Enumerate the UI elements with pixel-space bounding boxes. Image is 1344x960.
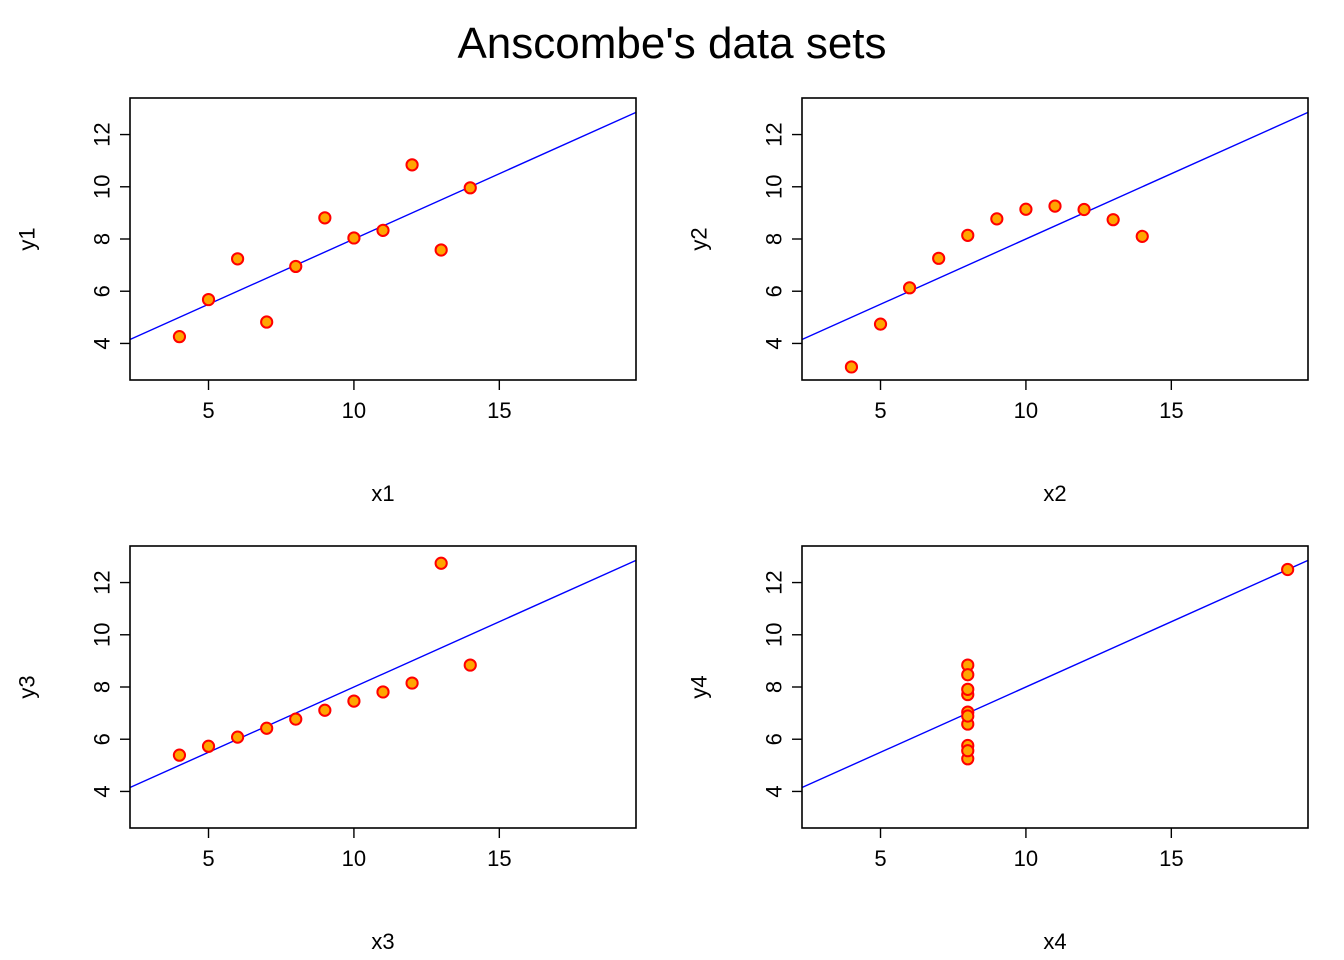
plot-frame [801,545,1309,829]
y-tick-label: 12 [762,122,787,146]
x-tick-label: 15 [1159,846,1183,871]
data-point [172,330,187,344]
regression-line [130,559,636,789]
y-tick-label: 6 [90,285,115,297]
data-point [172,748,187,762]
data-point [990,212,1004,226]
data-point [961,682,975,696]
y-tick-label: 10 [762,175,787,199]
data-point [1106,213,1120,227]
y-tick-label: 6 [90,733,115,745]
y-axis-label: y4 [687,675,712,698]
y-tick-label: 8 [762,681,787,693]
data-point [347,231,361,245]
data-point [318,211,332,225]
data-point [347,694,361,708]
plot-frame [129,97,637,381]
panel-1: 5 10 15 4 6 8 10 12 x1 y1 [15,97,637,506]
data-point [961,668,975,682]
x-tick-label: 10 [342,398,366,423]
y-tick-label: 10 [90,623,115,647]
data-point [289,259,303,274]
data-point [260,721,274,735]
y-tick-label: 4 [762,337,787,349]
y-tick-label: 8 [90,233,115,245]
x-tick-label: 10 [1014,398,1038,423]
data-point [902,281,917,295]
data-point [873,317,888,331]
y-tick-label: 8 [90,681,115,693]
x-tick-label: 15 [1159,398,1183,423]
data-point [961,744,975,758]
y-axis-label: y3 [15,675,40,698]
data-point [1048,199,1062,213]
x-tick-label: 10 [1014,846,1038,871]
data-point [961,228,975,242]
y-tick-label: 4 [90,337,115,349]
y-tick-label: 6 [762,733,787,745]
data-point [230,252,245,266]
data-point [463,658,477,672]
data-point [376,685,390,699]
data-point [434,243,448,257]
panel-3: 5 10 15 4 6 8 10 12 x3 y3 [15,545,637,954]
y-tick-label: 6 [762,285,787,297]
x-axis-label: x2 [1043,481,1066,506]
data-point [230,730,245,744]
x-axis-label: x4 [1043,929,1066,954]
y-tick-label: 10 [762,623,787,647]
data-point [463,181,477,195]
x-tick-label: 10 [342,846,366,871]
panel-2: 5 10 15 4 6 8 10 12 x2 y2 [687,97,1309,506]
data-point [376,223,390,237]
plot-frame [801,97,1309,381]
data-point [932,251,946,265]
data-point [201,292,216,307]
data-point [1077,202,1091,217]
y-tick-label: 4 [762,785,787,797]
x-axis-label: x3 [371,929,394,954]
x-tick-label: 5 [874,846,886,871]
data-point [289,712,303,726]
y-axis-label: y1 [15,227,40,250]
chart-title: Anscombe's data sets [457,19,886,68]
x-tick-label: 5 [202,398,214,423]
data-point [260,315,274,329]
panel-4: 5 10 15 4 6 8 10 12 x4 y4 [687,545,1309,954]
data-point [405,676,419,690]
regression-line [802,111,1308,341]
data-point [1135,229,1149,243]
y-tick-label: 12 [90,570,115,594]
x-tick-label: 5 [874,398,886,423]
x-tick-label: 15 [487,398,511,423]
regression-line [802,559,1308,789]
y-tick-label: 12 [90,122,115,146]
y-tick-label: 8 [762,233,787,245]
y-tick-label: 10 [90,175,115,199]
data-point [201,739,216,753]
data-point [318,703,332,717]
x-tick-label: 15 [487,846,511,871]
data-point [844,360,859,374]
data-point [961,709,975,723]
y-tick-label: 12 [762,570,787,594]
data-point [1281,562,1295,577]
x-tick-label: 5 [202,846,214,871]
data-point [405,158,419,172]
data-point [434,556,448,570]
x-axis-label: x1 [371,481,394,506]
y-axis-label: y2 [687,227,712,250]
y-tick-label: 4 [90,785,115,797]
data-point [1019,202,1033,216]
